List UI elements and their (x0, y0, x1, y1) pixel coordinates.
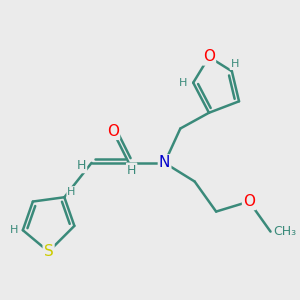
Text: O: O (203, 50, 215, 64)
Text: H: H (230, 59, 239, 69)
Text: N: N (159, 155, 170, 170)
Text: S: S (44, 244, 53, 259)
Text: O: O (107, 124, 119, 139)
Text: H: H (77, 159, 86, 172)
Text: O: O (243, 194, 255, 209)
Text: H: H (127, 164, 136, 176)
Text: H: H (179, 78, 188, 88)
Text: H: H (10, 225, 18, 235)
Text: CH₃: CH₃ (273, 225, 296, 238)
Text: H: H (67, 187, 76, 197)
